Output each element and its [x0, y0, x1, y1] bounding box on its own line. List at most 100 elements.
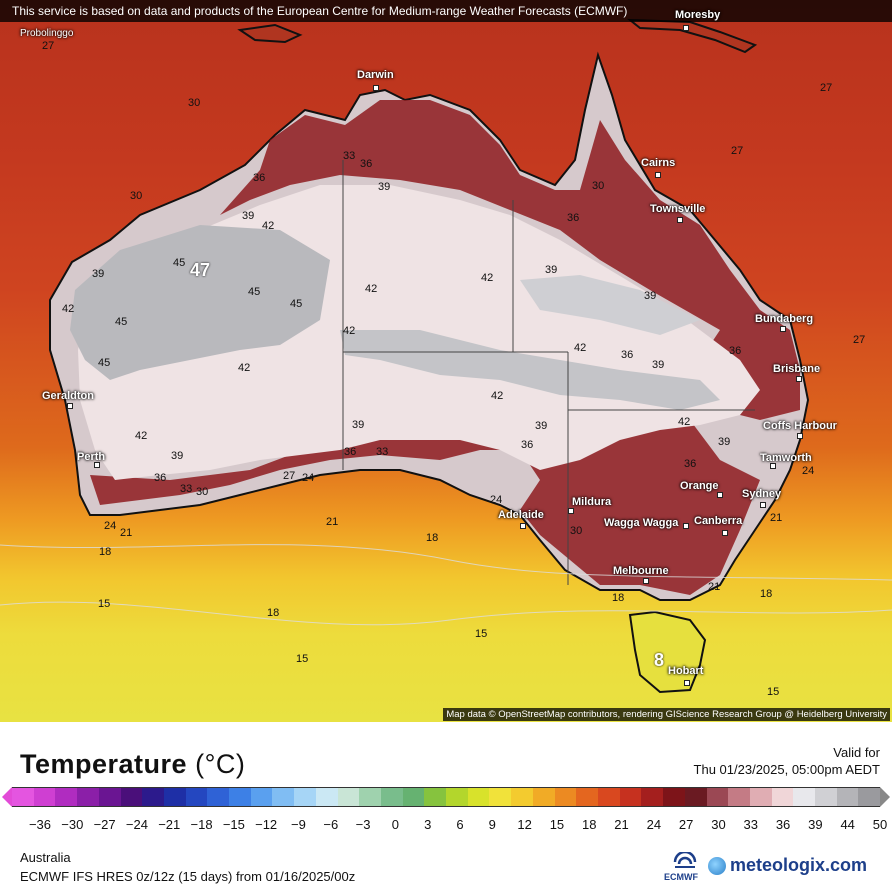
- colorbar-swatch: [163, 788, 186, 806]
- colorbar-swatch: [337, 788, 360, 806]
- colorbar-tick-label: −24: [125, 817, 148, 832]
- colorbar: [12, 787, 881, 807]
- city-orange[interactable]: Orange: [680, 480, 719, 492]
- extreme-heat-zone: [70, 225, 330, 380]
- colorbar-swatch: [402, 788, 425, 806]
- tasmania-landmass: [628, 610, 707, 694]
- city-adelaide[interactable]: Adelaide: [498, 509, 544, 521]
- perth-marker[interactable]: [94, 462, 100, 468]
- brand-text[interactable]: meteologix.com: [730, 855, 868, 875]
- colorbar-tick-label: 21: [614, 817, 629, 832]
- iso-label: 27: [283, 470, 296, 482]
- canberra-marker[interactable]: [722, 530, 728, 536]
- indonesia-landmass: [237, 23, 303, 44]
- colorbar-swatch: [619, 788, 642, 806]
- iso-label: 39: [545, 264, 558, 276]
- legend-title-text: Temperature: [20, 749, 188, 779]
- colorbar-tick-label: −3: [355, 817, 371, 832]
- iso-label: 45: [115, 316, 128, 328]
- geraldton-marker[interactable]: [67, 403, 73, 409]
- bundaberg-marker[interactable]: [780, 326, 786, 332]
- iso-label: 36: [567, 212, 580, 224]
- iso-label: 18: [267, 607, 280, 619]
- colorbar-swatch: [467, 788, 490, 806]
- temperature-map[interactable]: This service is based on data and produc…: [0, 0, 892, 722]
- city-hobart[interactable]: Hobart: [668, 665, 704, 677]
- city-brisbane[interactable]: Brisbane: [773, 363, 821, 375]
- colorbar-swatch: [446, 788, 468, 806]
- colorbar-tick-label: 0: [391, 817, 399, 832]
- iso-label: 42: [343, 325, 356, 337]
- extreme-heat-zone-3: [520, 275, 700, 335]
- city-canberra[interactable]: Canberra: [694, 515, 743, 527]
- iso-label: 45: [98, 357, 111, 369]
- colorbar-tick-label: −36: [28, 817, 52, 832]
- colorbar-arrow-right: [880, 787, 890, 807]
- iso-label: 39: [378, 181, 391, 193]
- state-borders: [342, 160, 755, 585]
- colorbar-swatch: [33, 788, 56, 806]
- tamworth-marker[interactable]: [770, 463, 776, 469]
- city-darwin[interactable]: Darwin: [357, 69, 394, 81]
- city-bundaberg[interactable]: Bundaberg: [755, 313, 814, 325]
- iso-label: 24: [802, 465, 815, 477]
- iso-label: 27: [731, 145, 744, 157]
- wagga-wagga-marker[interactable]: [683, 523, 689, 529]
- iso-label: 15: [296, 653, 309, 665]
- iso-label: 36: [621, 349, 634, 361]
- legend-panel: Temperature (°C) Valid for Thu 01/23/202…: [0, 722, 892, 892]
- cairns-marker[interactable]: [655, 172, 661, 178]
- meteologix-brand[interactable]: meteologix.com: [710, 855, 867, 876]
- colorbar-tick-label: −15: [222, 817, 245, 832]
- iso-label: 39: [718, 436, 731, 448]
- city-sydney[interactable]: Sydney: [742, 488, 782, 500]
- city-perth[interactable]: Perth: [77, 451, 106, 463]
- iso-label: 45: [290, 298, 303, 310]
- iso-label: 45: [173, 257, 186, 269]
- colorbar-tick-label: 15: [549, 817, 565, 832]
- city-coffs-harbour[interactable]: Coffs Harbour: [763, 420, 837, 432]
- meteologix-logo-icon[interactable]: [708, 857, 726, 875]
- coffs-harbour-marker[interactable]: [797, 433, 803, 439]
- city-mildura[interactable]: Mildura: [572, 496, 612, 508]
- sydney-marker[interactable]: [760, 502, 766, 508]
- iso-label: 27: [820, 82, 833, 94]
- map-attribution: Map data © OpenStreetMap contributors, r…: [443, 708, 890, 721]
- city-moresby[interactable]: Moresby: [675, 9, 721, 21]
- melbourne-marker[interactable]: [643, 578, 649, 584]
- brisbane-marker[interactable]: [796, 376, 802, 382]
- colorbar-tick-label: 39: [808, 817, 823, 832]
- city-cairns[interactable]: Cairns: [641, 157, 676, 169]
- iso-label: 42: [262, 220, 275, 232]
- ecmwf-logo-text: ECMWF: [664, 872, 698, 882]
- moresby-marker[interactable]: [683, 25, 689, 31]
- iso-label: 15: [475, 628, 488, 640]
- iso-label: 42: [481, 272, 494, 284]
- townsville-marker[interactable]: [677, 217, 683, 223]
- iso-label: 15: [98, 598, 111, 610]
- orange-marker[interactable]: [717, 492, 723, 498]
- city-townsville[interactable]: Townsville: [650, 203, 706, 215]
- mildura-marker[interactable]: [568, 508, 574, 514]
- colorbar-swatch: [815, 788, 837, 806]
- city-geraldton[interactable]: Geraldton: [42, 390, 94, 402]
- iso-label: 15: [767, 686, 780, 698]
- valid-time: Thu 01/23/2025, 05:00pm AEDT: [693, 762, 880, 777]
- colorbar-tick-label: −21: [158, 817, 181, 832]
- colorbar-tick-label: 24: [646, 817, 662, 832]
- hobart-marker[interactable]: [684, 680, 690, 686]
- colorbar-swatch: [12, 788, 34, 806]
- iso-label: 39: [652, 359, 665, 371]
- colorbar-tick-label: −6: [323, 817, 339, 832]
- colorbar-swatch: [424, 788, 447, 806]
- colorbar-swatch: [294, 788, 316, 806]
- city-wagga-wagga[interactable]: Wagga Wagga: [604, 517, 679, 529]
- city-tamworth[interactable]: Tamworth: [760, 452, 812, 464]
- city-probolinggo[interactable]: Probolinggo: [20, 28, 74, 39]
- colorbar-swatch: [771, 788, 794, 806]
- iso-label: 18: [99, 546, 112, 558]
- colorbar-swatch: [250, 788, 273, 806]
- adelaide-marker[interactable]: [520, 523, 526, 529]
- city-melbourne[interactable]: Melbourne: [613, 565, 669, 577]
- darwin-marker[interactable]: [373, 85, 379, 91]
